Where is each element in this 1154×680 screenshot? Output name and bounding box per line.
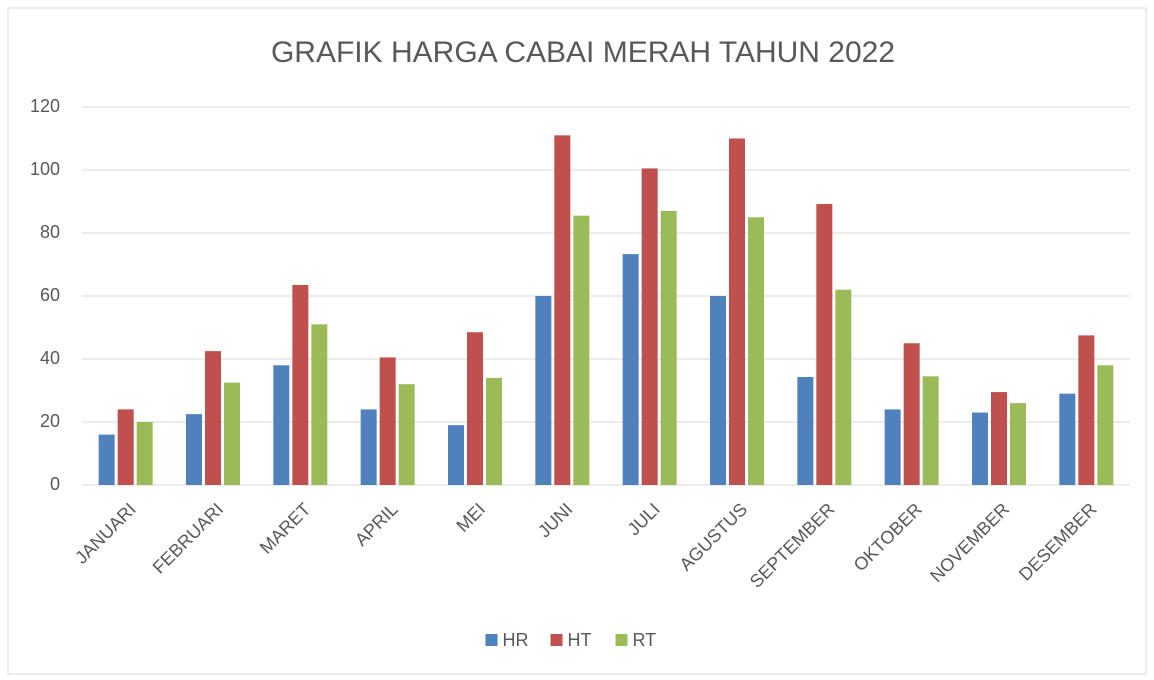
y-tick-label: 60 bbox=[40, 285, 60, 305]
legend-label: RT bbox=[633, 630, 657, 650]
bar bbox=[224, 382, 240, 485]
bar bbox=[729, 138, 745, 485]
y-tick-label: 40 bbox=[40, 348, 60, 368]
y-tick-label: 0 bbox=[50, 474, 60, 494]
y-tick-label: 120 bbox=[30, 96, 60, 116]
bar bbox=[360, 409, 377, 485]
legend-label: HT bbox=[568, 630, 592, 650]
y-tick-label: 80 bbox=[40, 222, 60, 242]
bar bbox=[1078, 335, 1095, 485]
bar bbox=[398, 384, 415, 485]
y-tick-label: 20 bbox=[40, 411, 60, 431]
bar bbox=[117, 409, 134, 485]
bar bbox=[972, 412, 988, 485]
bar bbox=[292, 284, 309, 485]
bar bbox=[486, 377, 502, 485]
bar bbox=[1059, 393, 1076, 485]
bar bbox=[186, 414, 202, 485]
bar bbox=[835, 289, 852, 485]
legend-swatch bbox=[485, 634, 498, 646]
bar bbox=[884, 409, 901, 485]
bar bbox=[903, 343, 920, 485]
bar bbox=[641, 168, 658, 486]
bar bbox=[1010, 403, 1026, 485]
bar bbox=[797, 376, 814, 485]
bar bbox=[554, 135, 571, 485]
bar bbox=[448, 425, 464, 485]
y-tick-label: 100 bbox=[30, 159, 60, 179]
bar bbox=[991, 392, 1007, 485]
bar bbox=[311, 324, 328, 485]
bar bbox=[1097, 365, 1114, 485]
bar bbox=[922, 376, 939, 485]
bar bbox=[660, 210, 677, 485]
chart-title: GRAFIK HARGA CABAI MERAH TAHUN 2022 bbox=[271, 36, 895, 69]
bar bbox=[379, 357, 396, 485]
bar bbox=[535, 296, 552, 485]
bar bbox=[273, 365, 290, 485]
bar bbox=[748, 217, 764, 485]
bar bbox=[622, 254, 639, 485]
legend-label: HR bbox=[503, 630, 529, 650]
bar bbox=[98, 434, 115, 485]
bar bbox=[136, 422, 153, 485]
bar bbox=[467, 332, 483, 485]
bar bbox=[573, 215, 590, 486]
legend-swatch bbox=[615, 634, 628, 646]
bar bbox=[816, 204, 833, 485]
bar bbox=[205, 351, 221, 485]
bar bbox=[710, 296, 726, 485]
legend-swatch bbox=[550, 634, 563, 646]
